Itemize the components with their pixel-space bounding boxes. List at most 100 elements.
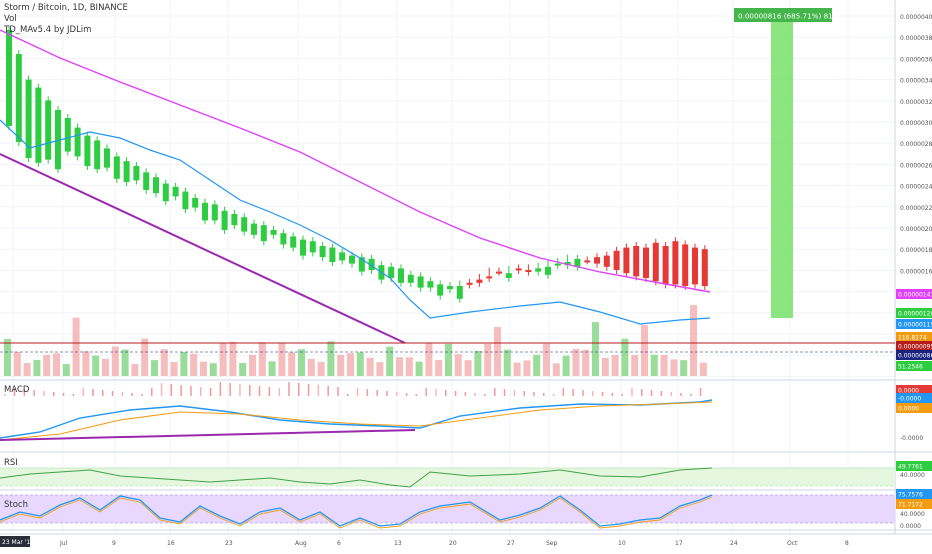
td-ma-indicator-label[interactable]: TD_MAv5.4 by JDLim <box>4 25 92 35</box>
candle-body <box>633 246 640 277</box>
macd-histogram-bar <box>386 391 388 396</box>
time-tick-label: 13 <box>394 540 402 547</box>
candle-body <box>388 266 395 278</box>
candle-body <box>162 183 169 202</box>
macd-histogram-bar <box>307 384 310 396</box>
macd-histogram-bar <box>43 391 45 396</box>
macd-badge-text: 0.0000 <box>898 406 919 413</box>
trend-line <box>0 153 406 344</box>
candle-body <box>123 161 130 182</box>
time-tick-label: 8 <box>845 540 849 547</box>
macd-histogram-bar <box>523 391 525 396</box>
volume-bar <box>435 360 443 376</box>
price-badge <box>896 350 932 360</box>
volume-bar <box>347 353 354 376</box>
volume-bar <box>562 355 570 376</box>
macd-tick-label: -0.0000 <box>900 435 923 442</box>
volume-bar <box>62 364 70 376</box>
stoch-pane-label[interactable]: Stoch <box>4 500 28 510</box>
macd-badge-text: 0.0000 <box>898 388 919 395</box>
rsi-pane-label[interactable]: RSI <box>4 458 18 468</box>
volume-bar <box>43 354 51 376</box>
volume-bar <box>170 362 178 376</box>
macd-histogram-bar <box>249 385 251 396</box>
volume-indicator-label[interactable]: Vol <box>4 14 17 24</box>
candle-body <box>682 244 689 286</box>
candle-body <box>525 270 532 272</box>
volume-bar <box>92 355 100 376</box>
candle-body <box>211 204 218 221</box>
volume-bar <box>366 357 374 376</box>
volume-bar <box>582 349 590 376</box>
volume-bar <box>405 357 413 376</box>
macd-histogram-bar <box>278 388 280 396</box>
macd-histogram-bar <box>298 383 300 396</box>
volume-bar <box>53 353 60 376</box>
rsi-line <box>0 467 713 488</box>
volume-bar <box>484 343 492 376</box>
date-badge-text: 23 Mar '18 <box>2 539 34 546</box>
candle-body <box>652 242 659 282</box>
macd-histogram-bar <box>660 391 663 396</box>
candle-body <box>349 255 355 264</box>
candle-body <box>417 276 424 288</box>
symbol-title[interactable]: Storm / Bitcoin, 1D, BINANCE <box>4 3 128 13</box>
candle-body <box>437 284 444 296</box>
candle-body <box>574 258 581 267</box>
stoch-badge-text: 75.7576 <box>898 492 923 499</box>
time-tick-label: Jul <box>59 540 68 547</box>
candle-body <box>221 210 228 230</box>
macd-histogram-bar <box>200 387 202 396</box>
candle-body <box>339 252 346 261</box>
volume-bar <box>278 342 286 376</box>
macd-histogram-bar <box>572 389 574 396</box>
candle-body <box>623 247 630 274</box>
price-badge <box>896 308 932 318</box>
candle-body <box>182 191 189 210</box>
candle-body <box>300 239 306 256</box>
macd-histogram-bar <box>405 393 408 396</box>
candle-body <box>662 246 669 285</box>
volume-bar <box>72 317 80 376</box>
candle-body <box>133 166 140 181</box>
macd-histogram-bar <box>190 386 192 396</box>
candle-body <box>515 268 522 271</box>
rsi-tick-label: 40.0000 <box>900 472 925 479</box>
volume-bar <box>239 362 247 376</box>
stoch-tick-label: 0.0000 <box>900 523 921 530</box>
macd-histogram-bar <box>111 391 114 396</box>
candle-body <box>15 54 22 142</box>
volume-bar <box>141 338 149 376</box>
macd-histogram-bar <box>92 389 94 396</box>
time-tick-label: 23 <box>225 540 233 547</box>
time-tick-label: Aug <box>295 540 307 547</box>
macd-histogram-bar <box>102 390 104 396</box>
price-badge-text: 0.00000095 <box>898 344 932 351</box>
volume-bar <box>503 349 511 376</box>
volume-bar <box>552 363 560 376</box>
volume-bar <box>641 325 648 376</box>
volume-bar <box>592 322 599 376</box>
volume-bar <box>160 349 168 376</box>
candle-body <box>45 100 52 160</box>
volume-bar <box>4 339 11 376</box>
macd-histogram-bar <box>621 394 623 396</box>
volume-bar <box>621 338 629 376</box>
volume-bar <box>386 346 394 376</box>
macd-trend-line <box>0 429 416 441</box>
candle-body <box>594 257 600 264</box>
volume-bar <box>572 348 580 376</box>
candle-body <box>74 127 81 157</box>
macd-histogram-bar <box>533 392 535 396</box>
candle-body <box>25 79 32 158</box>
volume-bar <box>33 359 41 376</box>
macd-histogram-bar <box>53 392 55 396</box>
volume-bar <box>151 360 158 376</box>
macd-badge-text: -0.0000 <box>898 396 921 403</box>
volume-bar <box>82 351 90 376</box>
macd-pane-label[interactable]: MACD <box>4 385 30 395</box>
